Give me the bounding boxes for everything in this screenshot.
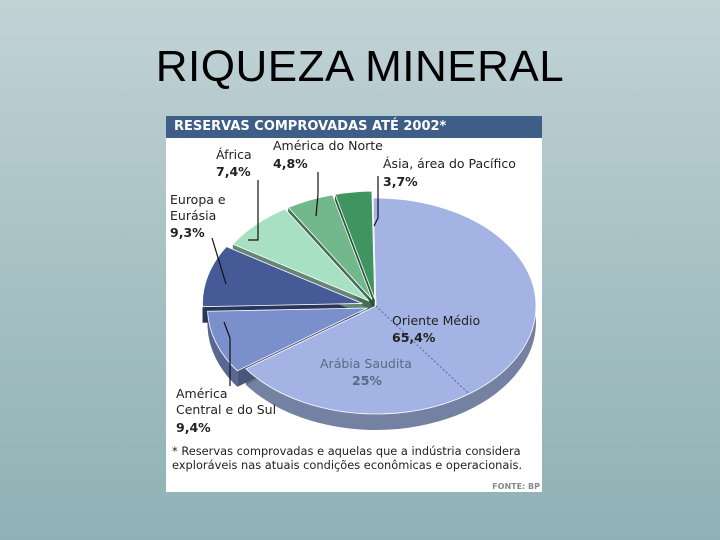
- chart-title: RESERVAS COMPROVADAS ATÉ 2002*: [166, 116, 542, 138]
- label-europe-line2: Eurásia: [170, 208, 216, 223]
- leader-north-america: [315, 172, 319, 217]
- label-africa-value: 7,4%: [216, 164, 251, 179]
- chart-figure: África 7,4% América do Norte 4,8% Ásia, …: [166, 116, 542, 492]
- pie-chart: África 7,4% América do Norte 4,8% Ásia, …: [170, 138, 537, 435]
- label-south-america-line1: América: [176, 386, 228, 401]
- leader-africa: [248, 180, 259, 241]
- pie-slice-4: [287, 194, 373, 300]
- label-middle-east-value: 65,4%: [392, 330, 436, 345]
- chart-source: FONTE: BP: [492, 482, 540, 491]
- label-middle-east-name: Oriente Médio: [392, 313, 480, 328]
- label-europe-value: 9,3%: [170, 225, 205, 240]
- saudi-divider-line: [375, 305, 470, 395]
- pie-slice-1: [207, 307, 368, 372]
- label-south-america-line2: Central e do Sul: [176, 402, 276, 417]
- pie-slice-0: [245, 197, 537, 415]
- label-south-america-value: 9,4%: [176, 420, 211, 435]
- label-africa-name: África: [216, 147, 252, 162]
- pie-slice-5: [334, 190, 376, 300]
- label-europe-line1: Europa e: [170, 192, 226, 207]
- label-north-america-value: 4,8%: [273, 156, 308, 171]
- label-asia-name: Ásia, área do Pacífico: [383, 156, 516, 171]
- chart-footnote: * Reservas comprovadas e aquelas que a i…: [172, 444, 523, 472]
- label-north-america-name: América do Norte: [273, 138, 383, 153]
- label-saudi-name: Arábia Saudita: [320, 356, 412, 371]
- label-saudi-value: 25%: [352, 373, 382, 388]
- leader-europe: [211, 237, 227, 285]
- pie-slice-3: [232, 208, 370, 302]
- leader-asia: [373, 176, 379, 227]
- pie-slice-2: [202, 246, 363, 308]
- label-asia-value: 3,7%: [383, 174, 418, 189]
- slide-title: RIQUEZA MINERAL: [155, 42, 565, 91]
- leader-south-america: [223, 321, 231, 386]
